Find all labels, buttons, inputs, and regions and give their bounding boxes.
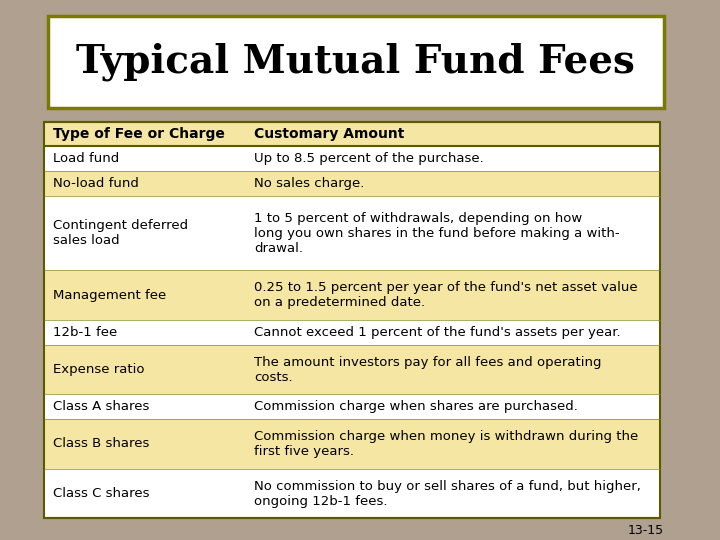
Bar	[45, 146, 660, 171]
Text: Class C shares: Class C shares	[53, 487, 149, 500]
Text: Commission charge when shares are purchased.: Commission charge when shares are purcha…	[254, 400, 577, 413]
Text: Up to 8.5 percent of the purchase.: Up to 8.5 percent of the purchase.	[254, 152, 484, 165]
FancyBboxPatch shape	[48, 16, 664, 108]
Bar	[45, 345, 660, 394]
Text: 1 to 5 percent of withdrawals, depending on how
long you own shares in the fund : 1 to 5 percent of withdrawals, depending…	[254, 212, 619, 255]
Bar	[45, 171, 660, 196]
Text: Typical Mutual Fund Fees: Typical Mutual Fund Fees	[76, 43, 635, 82]
Text: No-load fund: No-load fund	[53, 177, 138, 190]
Text: The amount investors pay for all fees and operating
costs.: The amount investors pay for all fees an…	[254, 355, 601, 383]
Text: No commission to buy or sell shares of a fund, but higher,
ongoing 12b-1 fees.: No commission to buy or sell shares of a…	[254, 480, 641, 508]
Bar	[45, 320, 660, 345]
Bar	[45, 196, 660, 271]
Text: Load fund: Load fund	[53, 152, 119, 165]
Bar	[45, 122, 660, 146]
Text: Class B shares: Class B shares	[53, 437, 149, 450]
Text: Expense ratio: Expense ratio	[53, 363, 144, 376]
Bar	[45, 271, 660, 320]
Text: 13-15: 13-15	[627, 524, 664, 537]
Text: 12b-1 fee: 12b-1 fee	[53, 326, 117, 339]
Bar	[45, 394, 660, 419]
Text: Commission charge when money is withdrawn during the
first five years.: Commission charge when money is withdraw…	[254, 430, 638, 458]
Text: Management fee: Management fee	[53, 289, 166, 302]
Bar	[45, 469, 660, 518]
Text: Customary Amount: Customary Amount	[254, 127, 404, 141]
Text: Contingent deferred
sales load: Contingent deferred sales load	[53, 219, 188, 247]
Text: Type of Fee or Charge: Type of Fee or Charge	[53, 127, 225, 141]
Text: No sales charge.: No sales charge.	[254, 177, 364, 190]
Text: 0.25 to 1.5 percent per year of the fund's net asset value
on a predetermined da: 0.25 to 1.5 percent per year of the fund…	[254, 281, 637, 309]
Bar	[45, 419, 660, 469]
Bar	[45, 122, 660, 518]
Text: Class A shares: Class A shares	[53, 400, 149, 413]
Text: Cannot exceed 1 percent of the fund's assets per year.: Cannot exceed 1 percent of the fund's as…	[254, 326, 621, 339]
